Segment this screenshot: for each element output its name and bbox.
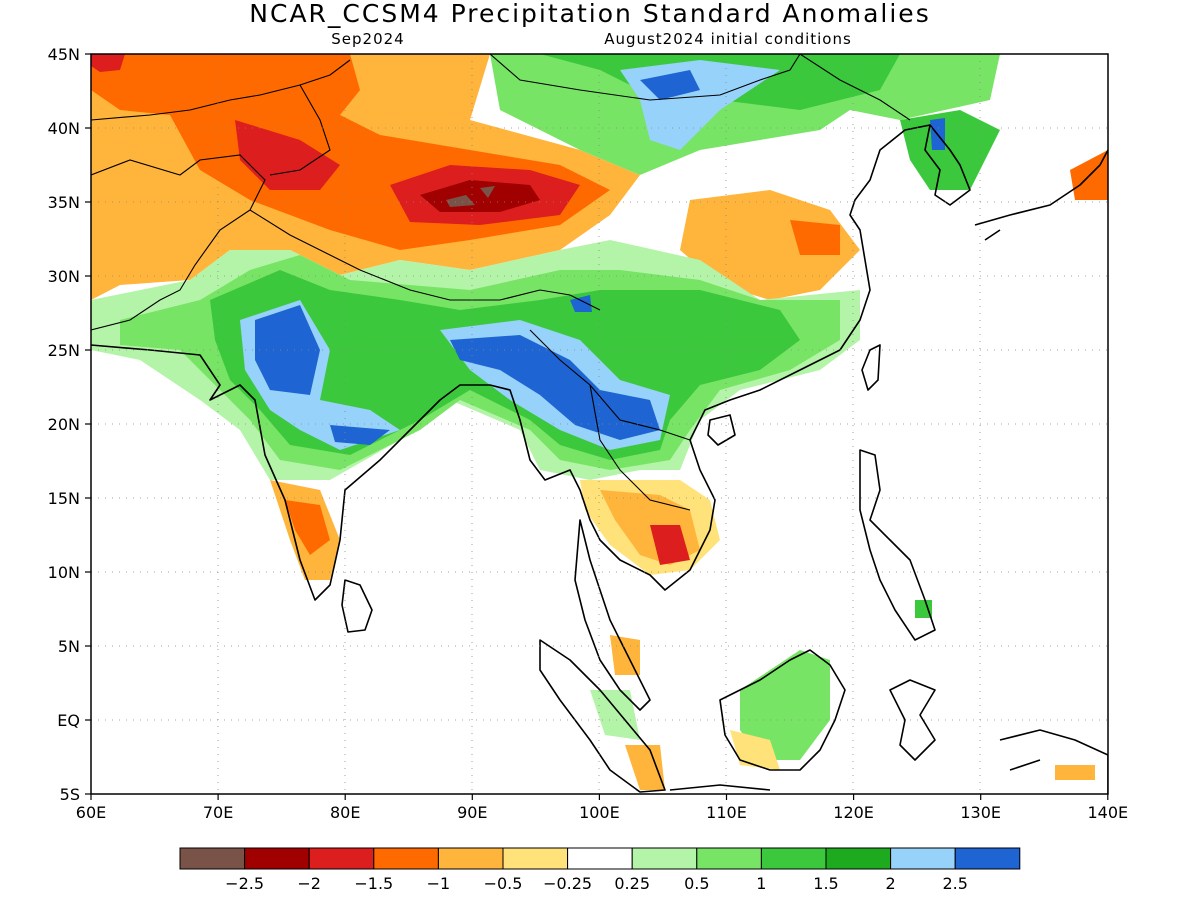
lat-tick-label: 10N — [48, 563, 80, 582]
coastline-malay-peninsula — [574, 519, 651, 711]
anomaly-region-tibet-brown — [480, 186, 495, 198]
colorbar-label: 2.5 — [942, 874, 967, 893]
anomaly-region-myanmar-blue — [570, 295, 592, 312]
colorbar-label: −1.5 — [354, 874, 393, 893]
anomaly-region-new-guinea-orange — [1055, 765, 1095, 780]
anomaly-region-sumatra-orange — [625, 745, 665, 790]
colorbar-swatch — [437, 847, 504, 870]
lon-tick-label: 80E — [330, 803, 360, 822]
lon-tick-label: 90E — [457, 803, 487, 822]
anomaly-region-cambodia-red — [650, 525, 690, 565]
coastlines — [91, 124, 1108, 794]
lon-tick-label: 140E — [1087, 803, 1128, 822]
anomaly-region-east-china-orange-deep — [790, 220, 840, 255]
subtitle-forecast-month: Sep2024 — [331, 30, 404, 48]
map-title: NCAR_CCSM4 Precipitation Standard Anomal… — [249, 0, 930, 28]
country-borders — [91, 54, 911, 511]
colorbar-swatch — [244, 847, 310, 870]
coastline-korea — [924, 124, 971, 206]
colorbar-swatch — [825, 847, 892, 870]
colorbar-swatch — [502, 847, 569, 870]
lat-tick-label: 30N — [48, 267, 80, 286]
coastline-new-guinea — [999, 729, 1108, 794]
colorbar-swatch — [954, 847, 1021, 870]
lat-tick-label: 20N — [48, 415, 80, 434]
lon-tick-label: 70E — [203, 803, 233, 822]
coastline-java — [669, 784, 771, 791]
map-area — [91, 54, 1108, 794]
gridlines — [91, 54, 1108, 794]
colorbar-label: −2.5 — [225, 874, 264, 893]
coastline-borneo — [719, 649, 846, 771]
lon-tick-label: 60E — [76, 803, 106, 822]
colorbar-swatch — [890, 847, 956, 870]
colorbar-swatch — [308, 847, 375, 870]
border-pakistan-afghanistan — [91, 154, 266, 331]
coastline-hainan — [707, 414, 736, 446]
colorbar-label: 2 — [886, 874, 896, 893]
latitude-axis: 45N 40N 35N 30N 25N 20N 15N 10N 5N EQ 5S — [48, 45, 91, 804]
border-himalaya — [249, 209, 601, 311]
colorbar-label: 1.5 — [813, 874, 838, 893]
anomaly-region-kyrgyz-red — [91, 54, 125, 72]
anomaly-region-sumatra-green — [590, 690, 640, 740]
colorbar: −2.5 −2 −1.5 −1 −0.5 −0.25 0.25 0.5 1 1.5 2 2.5 — [179, 847, 1021, 893]
anomaly-region-mongolia-deepblue — [640, 70, 700, 100]
coastline-japan — [974, 149, 1108, 241]
anomaly-region-philippines-green — [915, 600, 932, 618]
coastline-sumatra — [539, 639, 666, 793]
colorbar-label: 0.25 — [614, 874, 650, 893]
coastline-taiwan — [861, 344, 881, 391]
lat-tick-label: 45N — [48, 45, 80, 64]
colorbar-swatch — [179, 847, 246, 870]
lon-tick-label: 120E — [833, 803, 874, 822]
lat-tick-label: 5N — [58, 637, 80, 656]
colorbar-label: −0.25 — [543, 874, 592, 893]
colorbar-label: −1 — [427, 874, 451, 893]
coastline-sulawesi — [889, 679, 936, 761]
lat-tick-label: 15N — [48, 489, 80, 508]
border-china-kazakhstan — [269, 84, 331, 176]
anomaly-region-kashmir-red — [235, 120, 340, 190]
colorbar-swatch — [760, 847, 827, 870]
border-central-asia — [91, 59, 351, 121]
longitude-axis: 60E 70E 80E 90E 100E 110E 120E 130E 140E — [76, 794, 1128, 822]
border-indochina — [529, 329, 691, 511]
coastline-sri-lanka — [341, 579, 373, 633]
lon-tick-label: 130E — [960, 803, 1001, 822]
coastline-india — [91, 124, 931, 601]
border-russia-china — [799, 54, 911, 121]
colorbar-label: 0.5 — [684, 874, 709, 893]
anomaly-region-tibet-brown — [446, 195, 475, 207]
subtitle-initial-conditions: August2024 initial conditions — [604, 30, 852, 48]
anomaly-shading — [91, 54, 1108, 790]
anomaly-region-bengal-deepblue — [450, 335, 660, 440]
lat-tick-label: 35N — [48, 193, 80, 212]
colorbar-swatch — [373, 847, 439, 870]
lat-tick-label: 5S — [60, 785, 80, 804]
colorbar-swatch — [567, 847, 633, 870]
lat-tick-label: EQ — [57, 711, 80, 730]
colorbar-label: −0.5 — [484, 874, 523, 893]
coastline-philippines — [859, 449, 936, 641]
anomaly-region-south-india-red — [285, 500, 330, 555]
colorbar-swatch — [631, 847, 698, 870]
lon-tick-label: 110E — [706, 803, 747, 822]
lon-tick-label: 100E — [579, 803, 620, 822]
border-mongolia — [489, 54, 801, 101]
colorbar-swatch — [696, 847, 762, 870]
anomaly-region-malaysia-orange — [610, 635, 640, 675]
colorbar-label: 1 — [756, 874, 766, 893]
anomaly-region-east-china-orange — [680, 190, 860, 300]
lat-tick-label: 40N — [48, 119, 80, 138]
lat-tick-label: 25N — [48, 341, 80, 360]
colorbar-label: −2 — [297, 874, 321, 893]
